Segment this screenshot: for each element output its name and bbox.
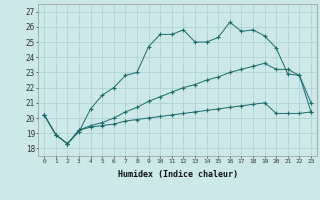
X-axis label: Humidex (Indice chaleur): Humidex (Indice chaleur) [118, 170, 238, 179]
